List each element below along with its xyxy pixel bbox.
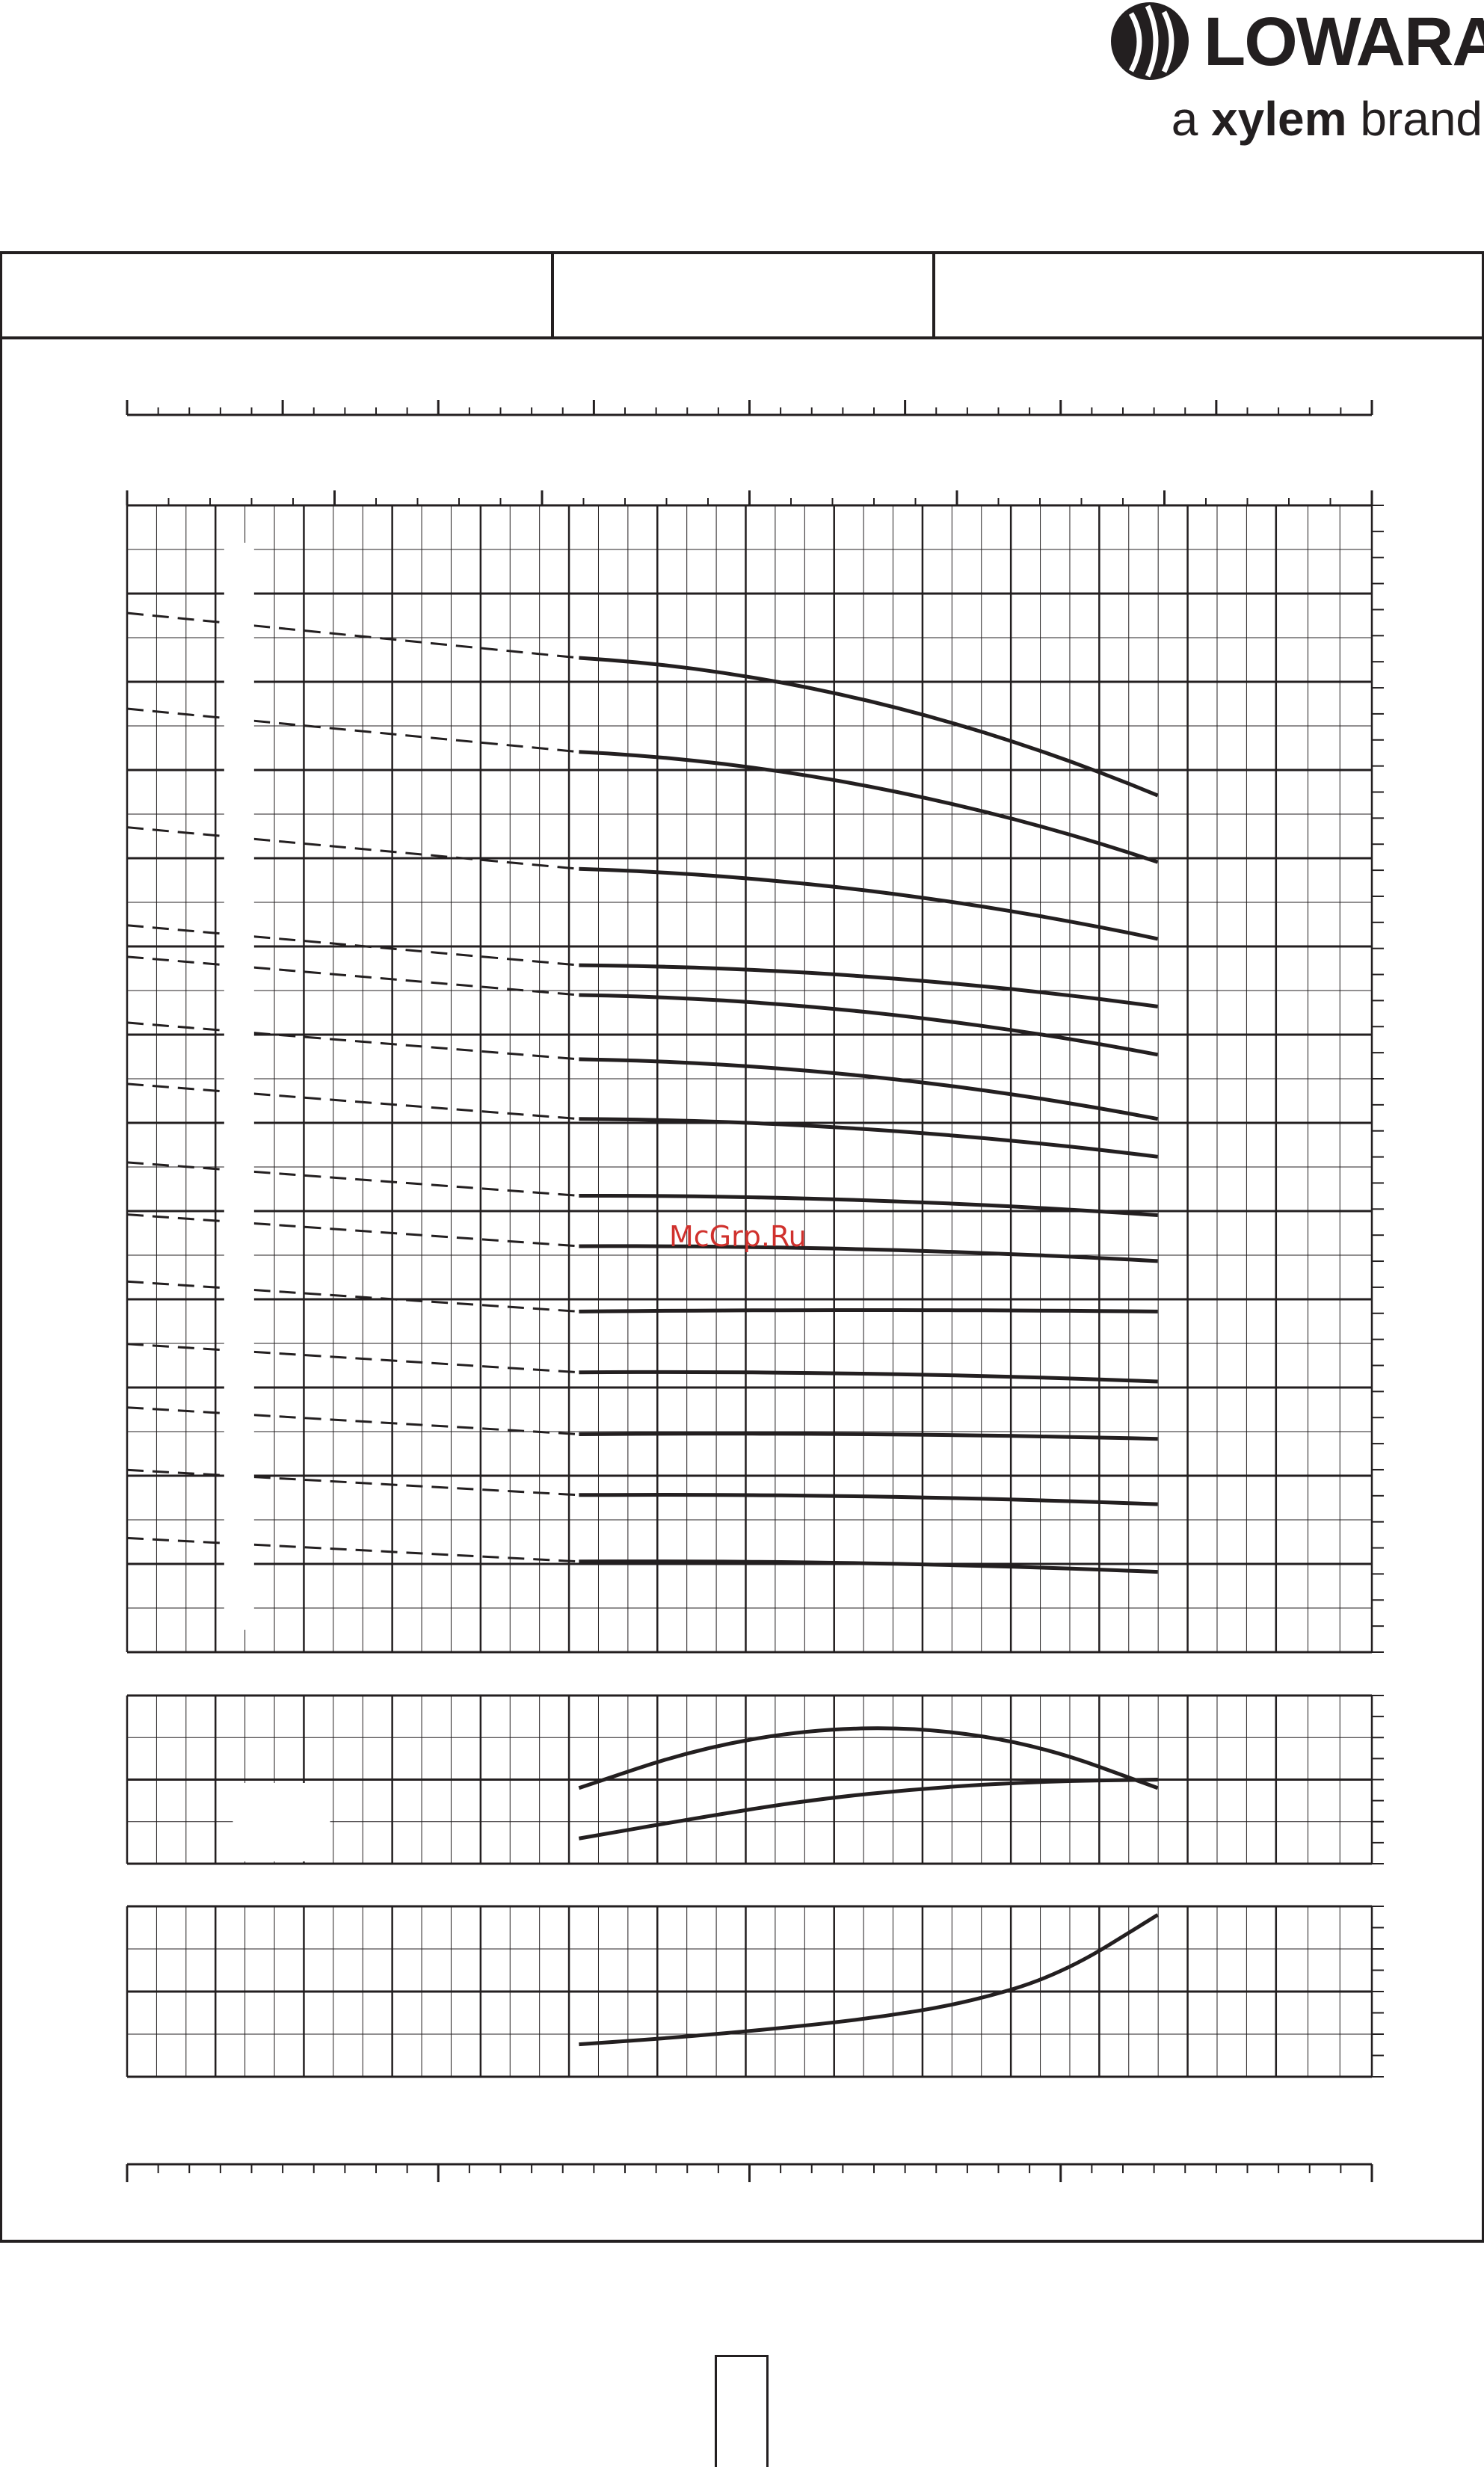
head-curve [579, 866, 1159, 941]
head-curve-extension [126, 1161, 579, 1197]
pump-performance-charts [126, 400, 1384, 2182]
head-curve-extension [126, 1468, 579, 1497]
head-curve [579, 750, 1159, 864]
tagline-bold: xylem [1211, 92, 1347, 146]
head-curve-extension [126, 1343, 579, 1374]
head-curve [579, 1559, 1158, 1574]
head-curve-extension [126, 924, 579, 967]
head-curve-extension [126, 1406, 579, 1436]
head-curve [579, 1117, 1158, 1159]
head-curve [579, 1244, 1158, 1263]
efficiency-label-block [233, 1783, 330, 1861]
npsh-curve [578, 1913, 1159, 2047]
head-curve-extension [126, 1280, 579, 1313]
head-curve-extension [126, 955, 579, 997]
efficiency-curve [576, 1778, 1158, 1841]
watermark: McGrp.Ru [669, 1220, 807, 1253]
head-curve-extension [126, 1536, 579, 1563]
head-curve-extension [126, 826, 579, 870]
page-border [0, 251, 1484, 2243]
head-curve [579, 1194, 1158, 1217]
head-curve-extension [126, 1082, 579, 1121]
head-curve-extension [126, 707, 579, 754]
head-curve [579, 1492, 1158, 1506]
head-curve [579, 1057, 1159, 1121]
tagline-prefix: a [1171, 92, 1212, 146]
head-curve-extension [126, 1021, 579, 1061]
head-curve [579, 963, 1158, 1008]
head-curve-extension [126, 1213, 579, 1248]
head-curve [579, 1308, 1158, 1313]
label-band [224, 543, 254, 1630]
head-curve [579, 1370, 1158, 1384]
head-curve-extension [126, 612, 579, 659]
lowara-logo-icon [1111, 2, 1189, 80]
head-curve [579, 993, 1159, 1057]
brand-block: LOWARA a xylem brand [1095, 0, 1484, 157]
head-curve [579, 1432, 1158, 1441]
brand-tagline: a xylem brand [1172, 91, 1483, 147]
efficiency-curve [576, 1726, 1159, 1790]
page-number-box [715, 2355, 769, 2467]
brand-name: LOWARA [1204, 4, 1484, 80]
tagline-suffix: brand [1346, 92, 1483, 146]
head-curve [579, 656, 1159, 798]
